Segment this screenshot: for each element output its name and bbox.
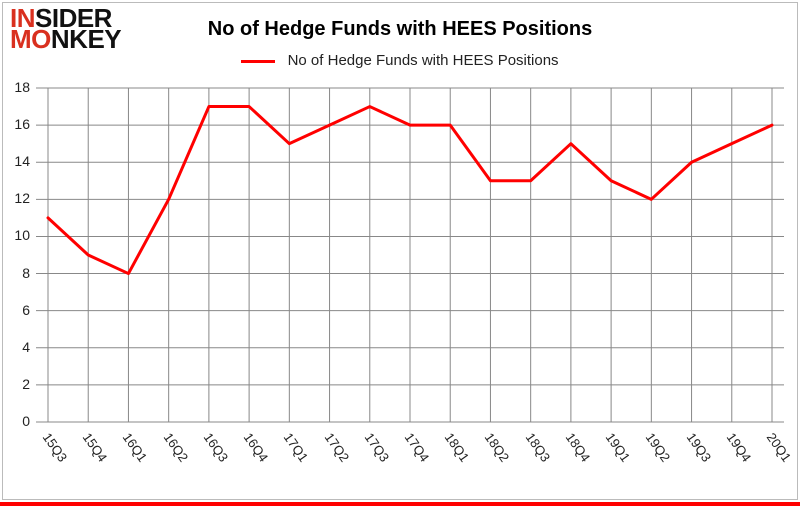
y-tick-label: 4 bbox=[4, 339, 30, 355]
legend-label: No of Hedge Funds with HEES Positions bbox=[288, 52, 559, 69]
y-tick-label: 8 bbox=[4, 265, 30, 281]
legend-swatch bbox=[241, 60, 275, 63]
chart-svg bbox=[36, 80, 784, 466]
chart-plot-area: 02468101214161815Q315Q416Q116Q216Q316Q41… bbox=[36, 80, 784, 466]
y-tick-label: 6 bbox=[4, 302, 30, 318]
y-tick-label: 12 bbox=[4, 190, 30, 206]
y-tick-label: 16 bbox=[4, 116, 30, 132]
chart-legend: No of Hedge Funds with HEES Positions bbox=[0, 52, 800, 69]
y-tick-label: 2 bbox=[4, 376, 30, 392]
y-tick-label: 14 bbox=[4, 153, 30, 169]
chart-frame: INSIDER MONKEY No of Hedge Funds with HE… bbox=[0, 0, 800, 506]
y-tick-label: 10 bbox=[4, 227, 30, 243]
chart-title: No of Hedge Funds with HEES Positions bbox=[0, 18, 800, 41]
y-tick-label: 18 bbox=[4, 79, 30, 95]
y-tick-label: 0 bbox=[4, 413, 30, 429]
